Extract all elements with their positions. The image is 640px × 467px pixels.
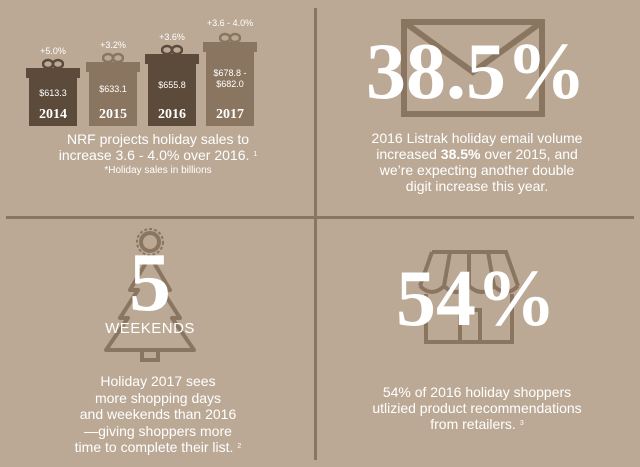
change-label: +3.6 - 4.0% — [206, 18, 254, 28]
value-label: $678.8 - $682.0 — [213, 68, 247, 89]
value-label: $655.8 — [158, 80, 186, 90]
gift-2014: +5.0% $613.3 2014 — [26, 44, 80, 126]
sales-caption: NRF projects holiday sales to increase 3… — [14, 131, 302, 179]
value-label: $613.3 — [39, 88, 67, 98]
christmas-tree-icon — [104, 228, 196, 362]
recommend-stat: 54% — [396, 255, 556, 343]
horizontal-divider — [6, 216, 634, 219]
sales-subcaption: *Holiday sales in billions — [104, 165, 212, 176]
change-label: +5.0% — [40, 46, 66, 56]
year-label: 2015 — [99, 107, 127, 122]
recommend-caption: 54% of 2016 holiday shoppers utlizied pr… — [372, 384, 582, 432]
storefront-icon — [418, 250, 520, 344]
year-label: 2014 — [39, 107, 67, 122]
weekends-stat: 5 — [129, 236, 171, 329]
gift-2016: +3.6% $655.8 2016 — [145, 32, 199, 126]
vertical-divider — [314, 8, 317, 460]
weekends-caption: Holiday 2017 sees more shopping days and… — [74, 373, 242, 455]
envelope-icon — [401, 19, 545, 117]
gift-2015: +3.2% $633.1 2015 — [86, 40, 140, 126]
year-label: 2016 — [158, 107, 186, 122]
footnote-1: 1 — [253, 151, 258, 158]
email-stat: 38.5% — [366, 28, 586, 116]
change-label: +3.2% — [100, 40, 126, 50]
email-caption: 2016 Listrak holiday email volume increa… — [371, 130, 583, 194]
footnote-3: 3 — [519, 420, 524, 427]
value-label: $633.1 — [99, 84, 127, 94]
gift-2017: +3.6 - 4.0% $678.8 - $682.0 2017 — [203, 18, 257, 126]
change-label: +3.6% — [159, 32, 185, 42]
weekends-label: WEEKENDS — [105, 320, 195, 337]
year-label: 2017 — [216, 107, 244, 122]
footnote-2: 2 — [237, 443, 242, 450]
